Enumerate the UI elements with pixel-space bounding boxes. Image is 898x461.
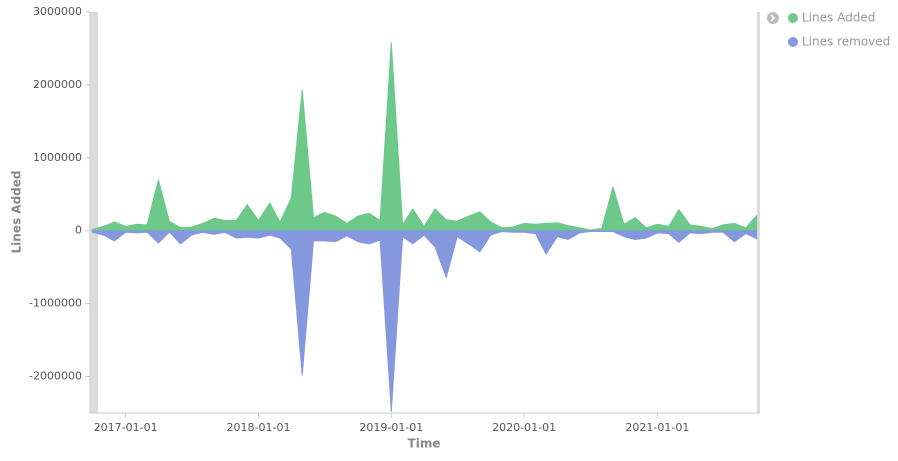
x-tick-label: 2019-01-01 [359, 421, 423, 434]
area [91, 42, 758, 232]
legend-toggle-icon [770, 14, 776, 22]
range-handle [90, 12, 98, 413]
legend-swatch [788, 37, 798, 47]
legend-label: Lines Added [802, 11, 875, 25]
y-tick-label: 2000000 [33, 78, 82, 91]
area [91, 230, 758, 412]
x-axis-title: Time [408, 437, 441, 451]
y-tick-label: -2000000 [29, 370, 82, 383]
y-tick-label: 1000000 [33, 151, 82, 164]
legend-swatch [788, 13, 798, 23]
x-tick-label: 2017-01-01 [94, 421, 158, 434]
y-axis-title: Lines Added [10, 171, 24, 254]
x-tick-label: 2020-01-01 [492, 421, 556, 434]
y-tick-label: 0 [75, 224, 82, 237]
y-tick-label: 3000000 [33, 5, 82, 18]
x-tick-label: 2021-01-01 [625, 421, 689, 434]
range-handle [757, 12, 760, 413]
legend-label: Lines removed [802, 35, 890, 49]
x-tick-label: 2018-01-01 [227, 421, 291, 434]
y-tick-label: -1000000 [29, 297, 82, 310]
